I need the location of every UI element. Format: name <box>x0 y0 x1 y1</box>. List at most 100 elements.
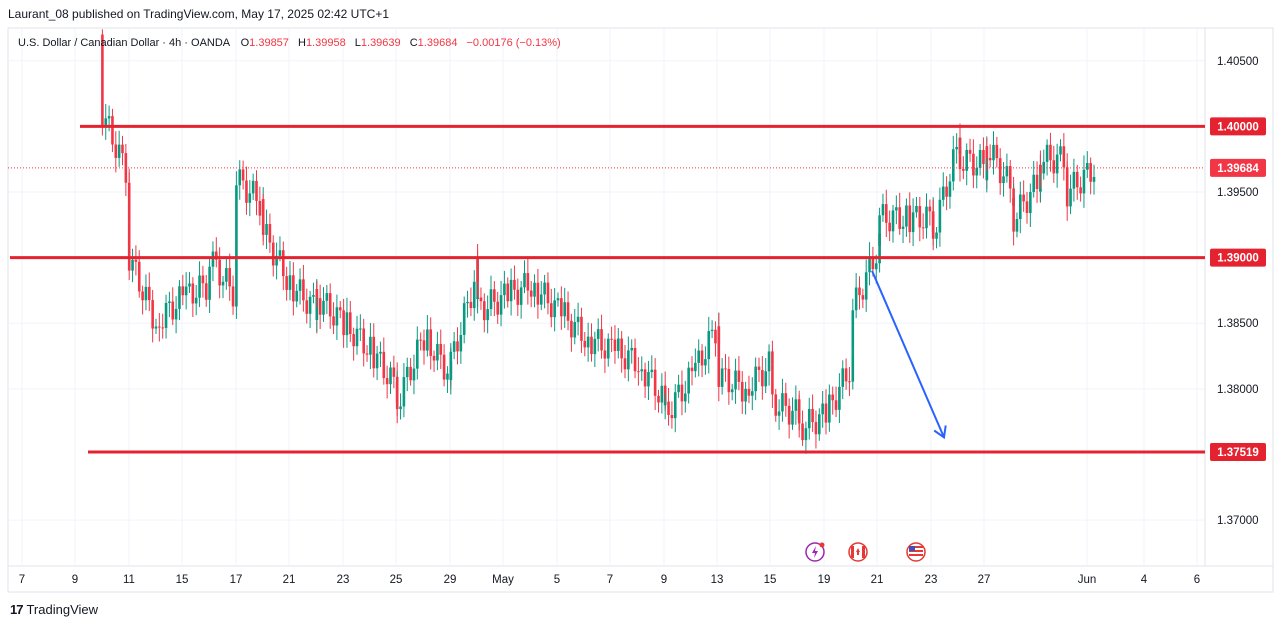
candle-body <box>305 300 309 314</box>
candle-body <box>405 366 409 378</box>
candle-body <box>955 146 958 150</box>
candle-body <box>345 312 349 336</box>
candle-body <box>529 290 533 297</box>
support-resistance-levels[interactable]: 1.40000 1.39000 1.37519 1.39684 <box>8 117 1266 461</box>
candle-body <box>168 301 171 304</box>
candle-body <box>727 368 731 393</box>
candle-body <box>740 381 744 402</box>
candle-body <box>1045 144 1049 162</box>
candle-body <box>617 338 620 351</box>
candle-body <box>952 149 955 182</box>
y-tick-label: 1.38500 <box>1217 318 1259 330</box>
candle-body <box>164 303 168 328</box>
candle-body <box>546 282 550 304</box>
candle-body <box>379 351 382 354</box>
candle-body <box>663 401 667 406</box>
candle-body <box>483 301 486 321</box>
x-tick-label: 9 <box>72 574 78 586</box>
candle-body <box>215 251 218 260</box>
x-tick-label: 27 <box>978 574 991 586</box>
candle-body <box>513 279 516 290</box>
candle-body <box>365 353 369 355</box>
candle-body <box>596 329 600 339</box>
candle-body <box>620 338 623 359</box>
candle-body <box>1015 219 1019 232</box>
candle-body <box>794 399 798 411</box>
candle-body <box>308 296 312 314</box>
candle-body <box>265 224 268 235</box>
candle-body <box>935 232 938 239</box>
lightning-event-icon[interactable] <box>805 542 825 562</box>
candle-body <box>312 295 315 297</box>
candle-body <box>931 211 935 239</box>
candle-body <box>158 326 161 328</box>
x-tick-label: May <box>492 574 514 586</box>
candle-body <box>288 275 292 290</box>
candle-body <box>640 369 644 372</box>
footer-logo[interactable]: 17 TradingView <box>10 602 98 617</box>
candle-body <box>429 329 432 356</box>
legend-low-label: L <box>355 37 361 49</box>
candle-body <box>627 350 630 370</box>
legend-change-value: −0.00176 (−0.13%) <box>467 37 561 49</box>
candle-body <box>848 381 851 383</box>
time-axis[interactable]: 7 9 11 15 17 21 23 25 29 May 5 7 9 13 15 19 21 23 27 Jun 4 6 <box>19 574 1200 586</box>
candle-body <box>144 286 148 301</box>
candle-body <box>493 289 496 302</box>
candle-body <box>412 368 416 381</box>
candle-body <box>1032 174 1035 193</box>
current-price-tag <box>1210 158 1266 177</box>
candle-body <box>720 368 724 387</box>
x-tick-label: 6 <box>1194 574 1200 586</box>
candle-body <box>1069 188 1072 207</box>
candle-body <box>221 281 225 286</box>
candle-body <box>1025 201 1029 214</box>
us-flag-icon[interactable] <box>906 542 926 562</box>
candle-body <box>1019 194 1022 220</box>
candle-body <box>402 377 406 407</box>
candle-body <box>1049 144 1052 161</box>
candle-body <box>332 316 335 326</box>
candle-body <box>754 366 757 392</box>
candle-body <box>945 186 948 197</box>
candle-body <box>154 326 158 329</box>
candle-body <box>804 428 808 441</box>
arrow-shaft[interactable] <box>871 270 945 438</box>
candle-body <box>472 281 476 309</box>
candle-body <box>506 283 510 302</box>
candle-body <box>650 369 654 372</box>
candle-body <box>161 327 164 329</box>
candle-body <box>426 329 429 351</box>
candle-body <box>660 385 664 403</box>
candle-body <box>700 350 704 366</box>
candle-body <box>385 378 389 385</box>
candle-body <box>137 261 141 292</box>
candle-body <box>191 283 195 304</box>
candle-body <box>988 157 992 161</box>
candle-body <box>593 338 597 355</box>
canada-flag-icon[interactable] <box>848 542 868 562</box>
x-tick-label: 15 <box>176 574 189 586</box>
projection-arrow[interactable] <box>871 270 947 440</box>
candle-body <box>151 300 154 329</box>
candle-body <box>516 289 520 305</box>
candle-body <box>499 295 503 315</box>
candle-body <box>372 336 376 369</box>
candle-body <box>962 169 965 171</box>
candle-body <box>995 144 999 159</box>
candle-body <box>653 369 657 396</box>
candle-body <box>982 149 985 165</box>
candle-body <box>1082 169 1086 194</box>
legend-symbol: U.S. Dollar / Canadian Dollar · 4h · OAN… <box>18 37 231 49</box>
candle-body <box>539 294 543 305</box>
candle-body <box>181 286 185 296</box>
candle-body <box>235 185 238 250</box>
candle-body <box>895 207 898 211</box>
candle-body <box>489 289 493 310</box>
legend-high-value: 1.39958 <box>306 37 346 49</box>
price-axis[interactable]: 1.40500 1.39500 1.38500 1.38000 1.37000 <box>1217 56 1259 527</box>
candle-body <box>978 149 982 168</box>
candle-body <box>724 368 727 370</box>
candle-body <box>218 259 221 286</box>
